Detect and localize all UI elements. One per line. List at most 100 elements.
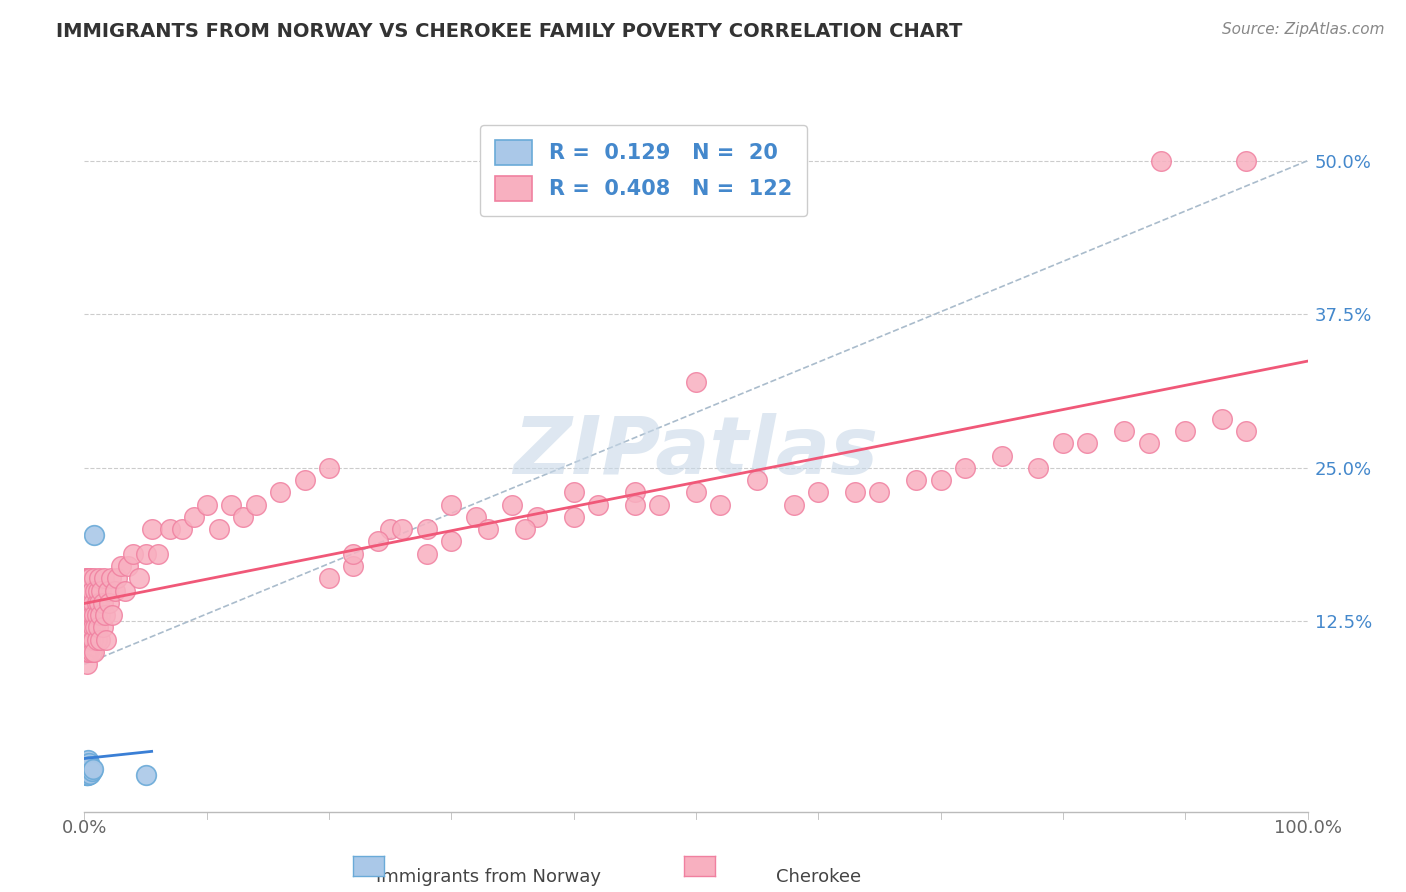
Point [77,571,100,585]
Point [195,498,218,512]
Point [75,762,97,776]
Point [91,620,114,634]
Point [86,596,108,610]
Point [1211,411,1233,425]
Point [82,620,104,634]
Point [89,608,111,623]
Text: ZIPatlas: ZIPatlas [513,413,879,491]
Point [624,498,647,512]
Point [562,485,585,500]
Point [86,632,108,647]
Point [269,485,291,500]
Point [1114,424,1136,438]
Point [80,764,103,779]
Point [76,596,98,610]
Point [75,645,97,659]
Text: Immigrants from Norway: Immigrants from Norway [375,868,600,886]
Point [80,583,103,598]
Point [77,756,100,770]
Point [75,620,97,634]
Text: Source: ZipAtlas.com: Source: ZipAtlas.com [1222,22,1385,37]
Point [89,632,111,647]
Point [77,596,100,610]
Point [953,460,976,475]
Text: Cherokee: Cherokee [776,868,860,886]
Point [82,596,104,610]
Point [172,522,194,536]
Point [76,756,98,770]
Point [75,596,97,610]
Point [586,498,609,512]
Point [391,522,413,536]
Point [76,764,98,779]
Point [77,753,100,767]
Point [77,608,100,623]
Point [91,596,114,610]
Point [84,620,107,634]
Point [1028,460,1050,475]
Point [75,768,97,782]
Point [79,759,101,773]
Point [219,498,242,512]
Point [86,608,108,623]
Legend: R =  0.129   N =  20, R =  0.408   N =  122: R = 0.129 N = 20, R = 0.408 N = 122 [479,125,807,216]
Point [87,571,110,585]
Point [76,583,98,598]
Point [183,510,205,524]
Point [77,645,100,659]
Point [367,534,389,549]
Point [77,620,100,634]
Point [440,534,463,549]
Point [245,498,267,512]
Point [76,657,98,672]
Point [79,596,101,610]
Point [77,596,100,610]
Point [416,547,439,561]
Point [464,510,486,524]
Point [380,522,402,536]
Point [75,608,97,623]
Point [807,485,830,500]
Point [79,766,101,780]
Point [96,632,118,647]
Point [76,645,98,659]
Point [75,645,97,659]
Point [77,608,100,623]
Point [76,768,98,782]
Point [844,485,866,500]
Text: IMMIGRANTS FROM NORWAY VS CHEROKEE FAMILY POVERTY CORRELATION CHART: IMMIGRANTS FROM NORWAY VS CHEROKEE FAMIL… [56,22,963,41]
Point [135,547,157,561]
Point [76,608,98,623]
Point [77,632,100,647]
Point [84,583,107,598]
Point [77,620,100,634]
Point [416,522,439,536]
Point [82,632,104,647]
Point [87,583,110,598]
Point [513,522,536,536]
Point [562,510,585,524]
Point [93,571,115,585]
Point [105,571,128,585]
Point [1174,424,1197,438]
Point [83,608,105,623]
Point [117,559,139,574]
Point [869,485,891,500]
Point [76,571,98,585]
Point [75,571,97,585]
Point [1076,436,1098,450]
Point [97,596,120,610]
Point [83,571,105,585]
Point [80,608,103,623]
Point [342,559,364,574]
Point [79,620,101,634]
Point [79,571,101,585]
Point [159,522,181,536]
Point [1052,436,1074,450]
Point [502,498,524,512]
Point [77,760,100,774]
Point [747,473,769,487]
Point [100,571,122,585]
Point [1137,436,1160,450]
Point [104,583,127,598]
